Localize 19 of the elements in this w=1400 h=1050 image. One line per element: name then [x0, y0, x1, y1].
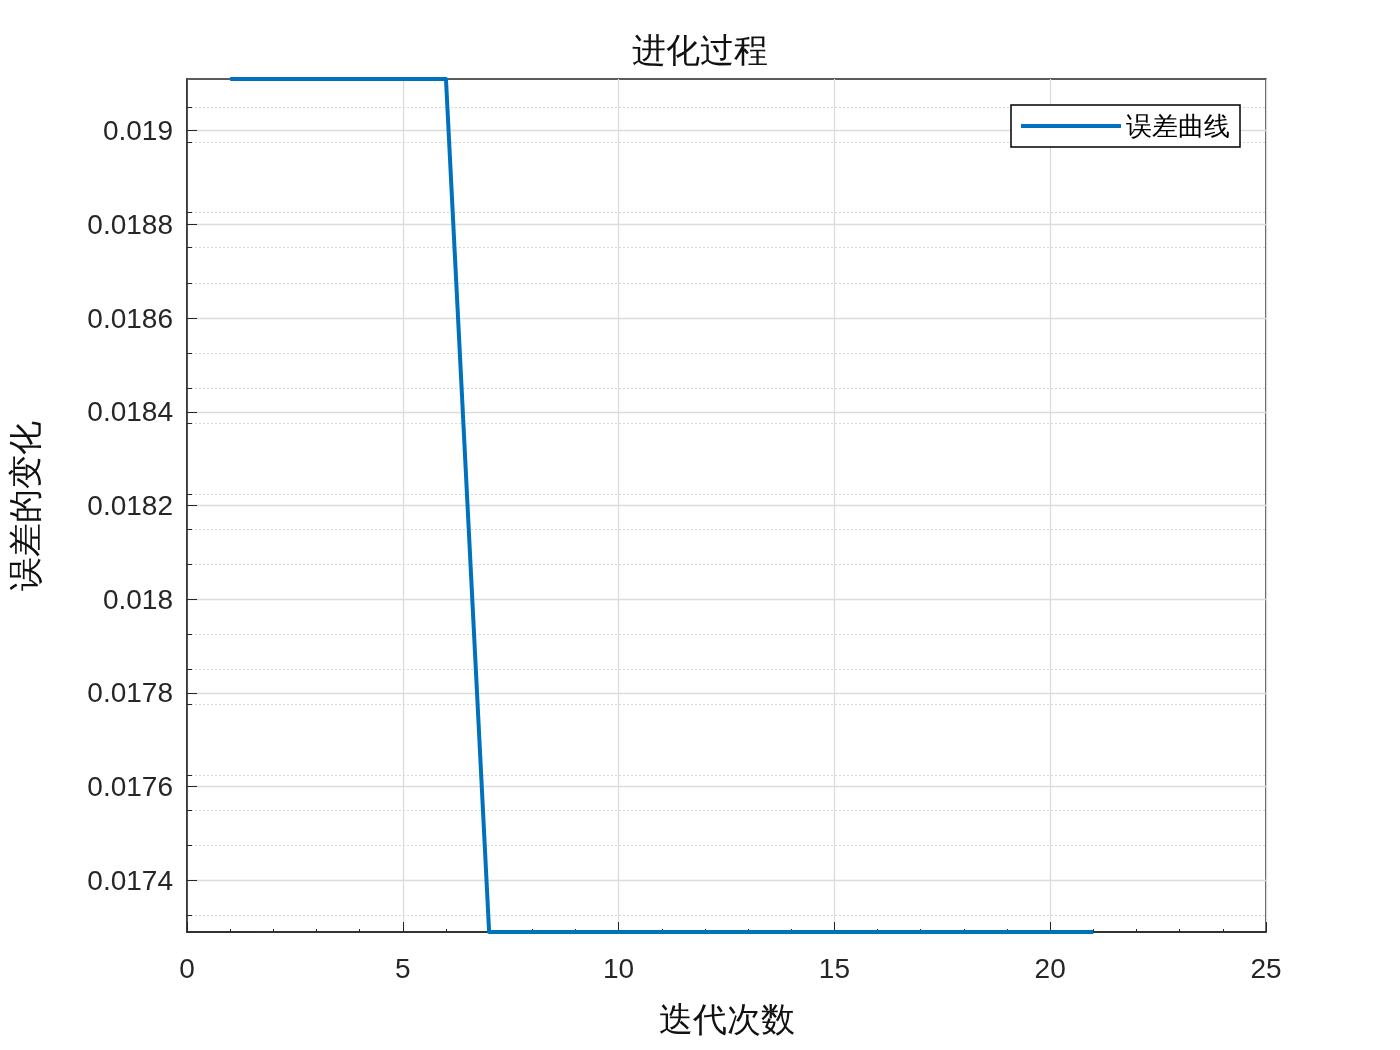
y-tick-label: 0.0176 — [87, 771, 173, 803]
y-tick-label: 0.018 — [102, 583, 173, 615]
legend-label: 误差曲线 — [1126, 111, 1230, 141]
x-tick-label: 5 — [395, 952, 411, 984]
x-tick-label: 0 — [179, 952, 195, 984]
y-axis-title: 误差的变化 — [5, 420, 45, 591]
x-axis-title: 迭代次数 — [658, 999, 795, 1039]
y-tick-label: 0.0186 — [87, 302, 173, 334]
y-tick-label: 0.0174 — [87, 864, 173, 896]
x-tick-label: 15 — [818, 952, 850, 984]
y-tick-label: 0.0182 — [87, 490, 173, 521]
y-tick-label: 0.0184 — [87, 396, 173, 428]
y-tick-label: 0.0188 — [87, 208, 173, 240]
chart-title: 进化过程 — [632, 30, 768, 70]
y-tick-label: 0.019 — [102, 115, 173, 147]
x-tick-label: 10 — [603, 952, 635, 984]
x-tick-label: 25 — [1250, 952, 1282, 984]
x-tick-label: 20 — [1034, 952, 1066, 984]
y-tick-label: 0.0178 — [87, 677, 173, 709]
